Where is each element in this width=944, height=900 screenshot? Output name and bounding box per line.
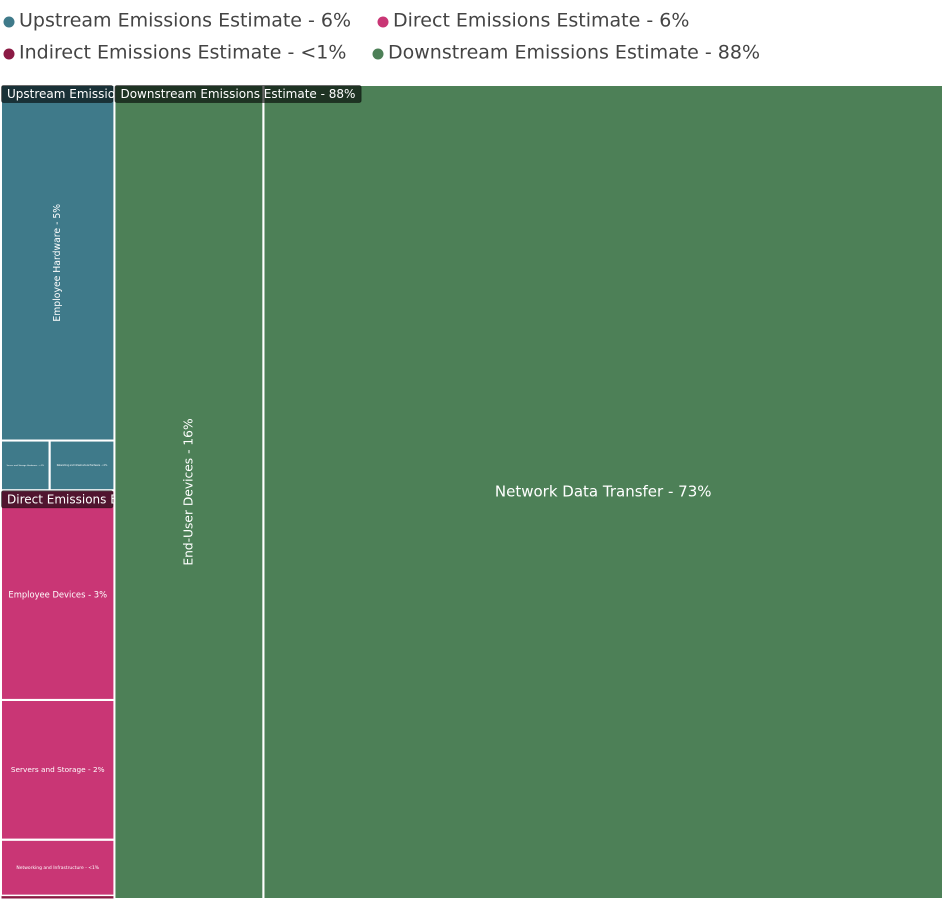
group-label: Direct Emissions Estimate - 6%	[7, 492, 194, 506]
leaf-label: Networking and Infrastructure - <1%	[16, 865, 99, 871]
group-tile	[0, 895, 115, 900]
leaf-label: Employee Hardware - 5%	[52, 204, 63, 322]
legend-marker	[3, 16, 15, 28]
leaf-label: Network Data Transfer - 73%	[495, 483, 712, 501]
leaf-label: Networking and Infrastructure Hardware -…	[57, 464, 108, 467]
legend-label: Upstream Emissions Estimate - 6%	[19, 10, 351, 32]
group-header	[1, 490, 114, 509]
legend-label: Indirect Emissions Estimate - <1%	[19, 42, 346, 64]
legend-marker	[377, 16, 389, 28]
group-tile	[0, 84, 115, 491]
legend-label: Direct Emissions Estimate - 6%	[393, 10, 689, 32]
leaf-label: End-User Devices - 16%	[181, 418, 195, 565]
group-tile	[0, 489, 115, 897]
group-header	[114, 85, 362, 103]
leaf-label: Server and Storage Hardware - <1%	[7, 464, 44, 467]
tile-gap	[262, 84, 944, 900]
group-label: Downstream Emissions Estimate - 88%	[120, 87, 355, 101]
leaf-label: Servers and Storage - 2%	[11, 765, 105, 774]
legend-label: Downstream Emissions Estimate - 88%	[388, 42, 760, 64]
group-header	[1, 85, 114, 103]
legend-marker	[3, 48, 15, 60]
leaf-label: Employee Devices - 3%	[8, 590, 107, 600]
group-tile	[113, 84, 944, 900]
group-label: Upstream Emissions Estimate - 6%	[7, 87, 217, 101]
legend-marker	[372, 48, 384, 60]
